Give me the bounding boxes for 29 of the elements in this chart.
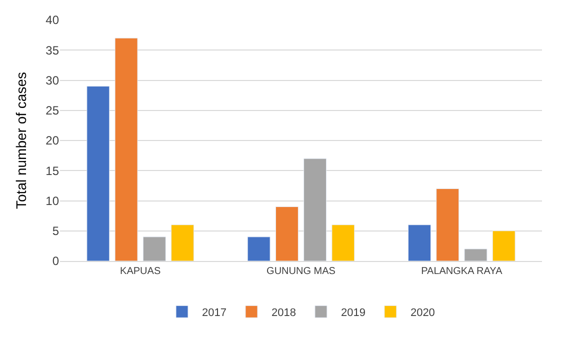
legend-label: 2019 xyxy=(340,306,366,319)
bar xyxy=(304,158,327,261)
y-tick-label: 10 xyxy=(46,194,60,208)
bar xyxy=(408,224,431,261)
y-tick-label: 30 xyxy=(46,73,60,88)
legend-label: 2020 xyxy=(410,306,435,319)
bar xyxy=(436,188,460,261)
y-tick-label: 5 xyxy=(52,224,60,238)
bar xyxy=(114,38,138,261)
bar xyxy=(332,224,355,261)
y-tick-label: 0 xyxy=(52,254,60,268)
bar xyxy=(142,236,166,261)
bar xyxy=(247,236,270,261)
y-tick-label: 35 xyxy=(46,43,60,58)
bar xyxy=(464,248,488,261)
y-tick-label: 20 xyxy=(46,134,60,148)
y-tick-label: 40 xyxy=(46,13,60,28)
x-tick-label: PALANGKA RAYA xyxy=(421,266,503,277)
y-tick-label: 25 xyxy=(46,104,60,118)
bar xyxy=(171,224,194,261)
x-tick-label: GUNUNG MAS xyxy=(266,266,336,277)
bar xyxy=(492,230,516,261)
legend-label: 2017 xyxy=(202,306,226,319)
y-tick-label: 15 xyxy=(46,164,60,178)
bar xyxy=(86,86,110,261)
legend-label: 2018 xyxy=(271,306,296,319)
y-axis-title: Total number of cases xyxy=(13,72,30,209)
bar xyxy=(275,206,298,261)
x-tick-label: KAPUAS xyxy=(120,266,161,277)
